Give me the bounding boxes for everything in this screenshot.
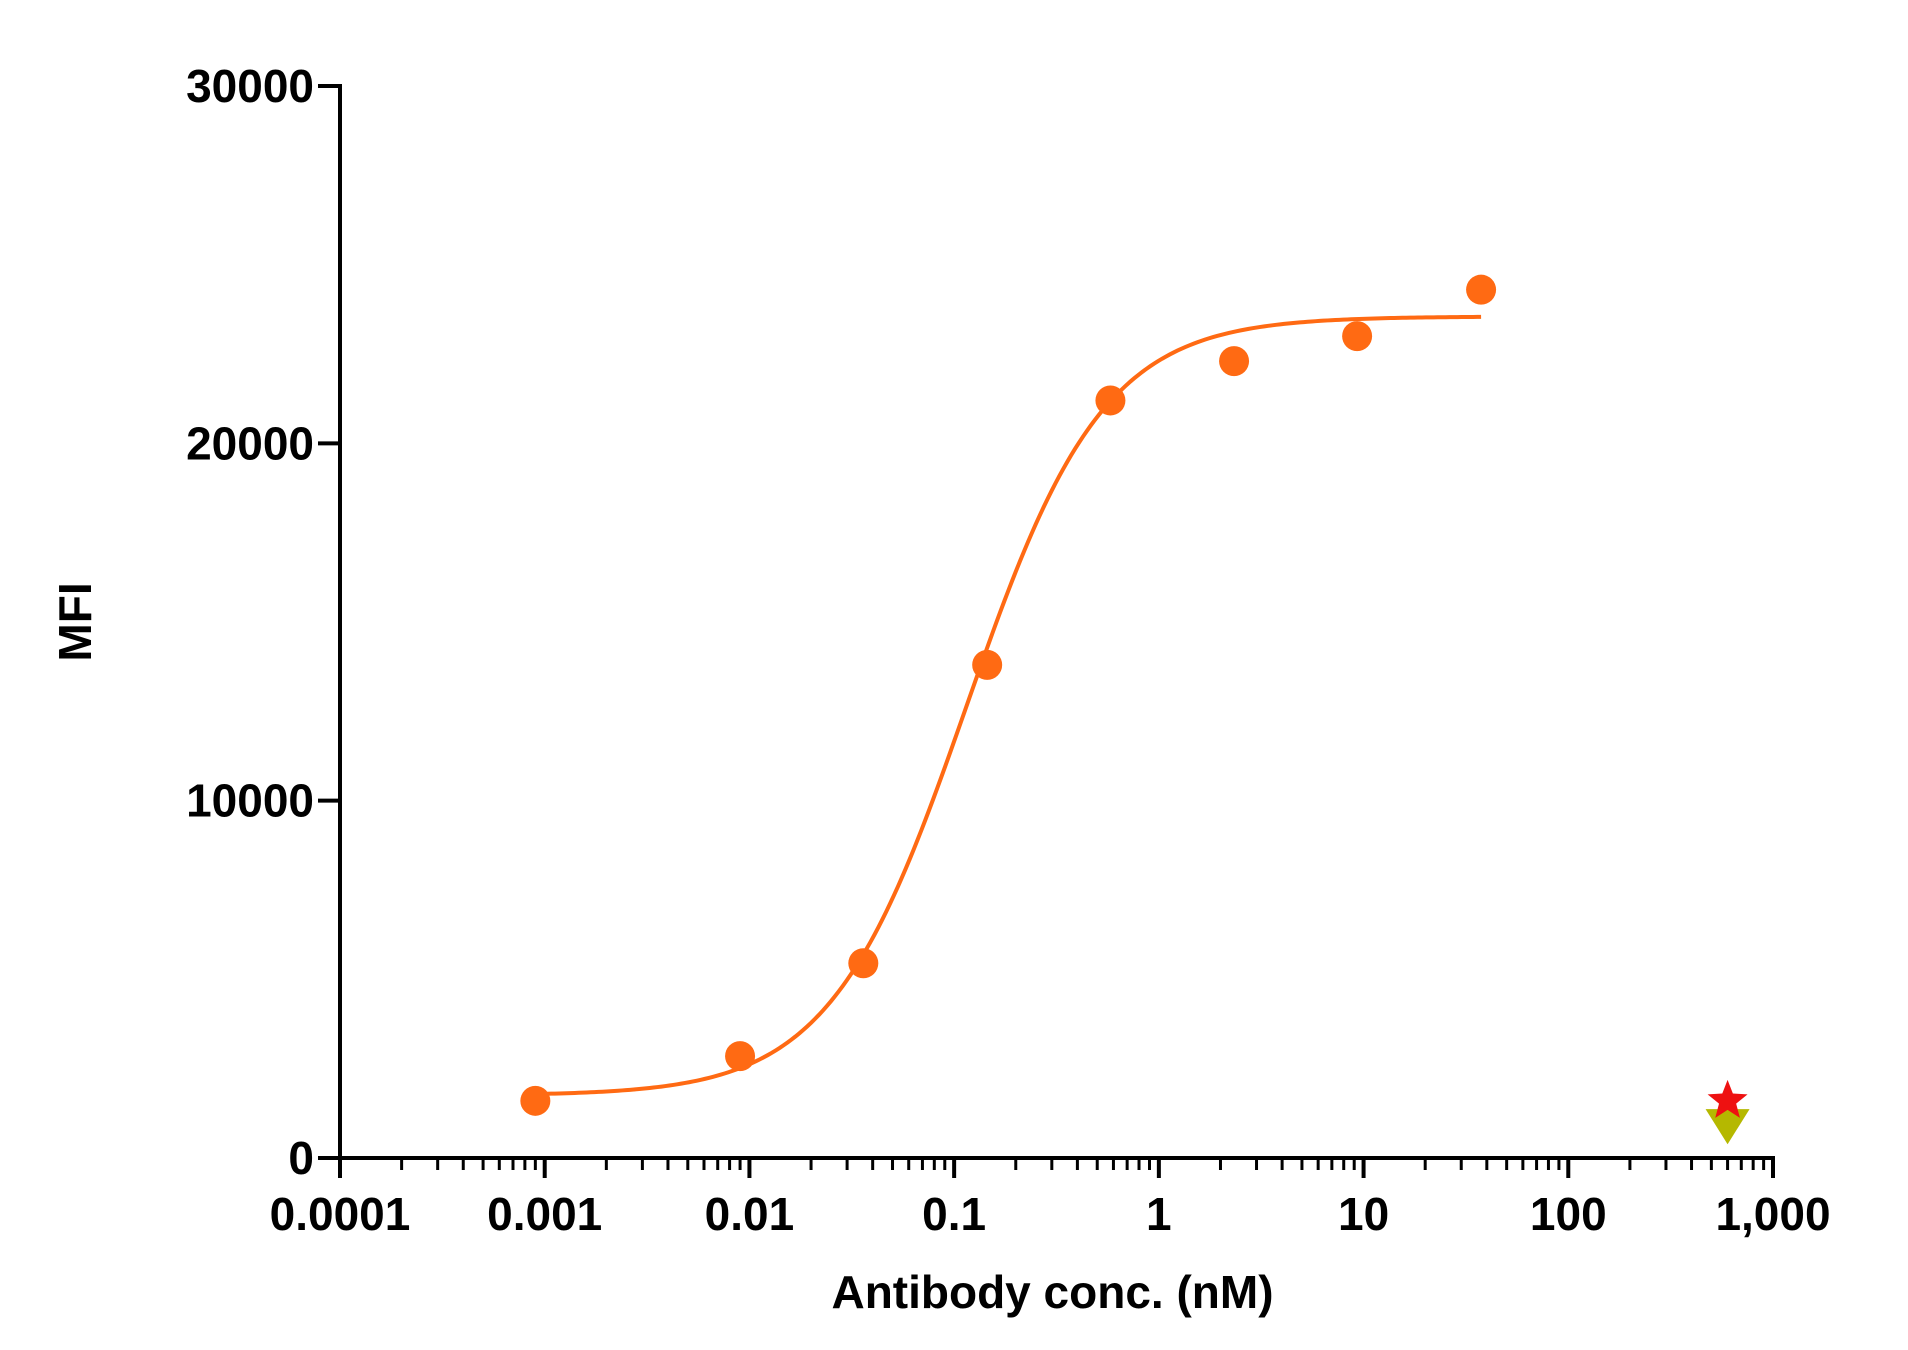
data-point (1095, 385, 1126, 416)
x-tick-label: 100 (1530, 1188, 1607, 1240)
data-point (972, 649, 1003, 680)
data-point (1466, 274, 1497, 305)
x-tick-label: 1 (1146, 1188, 1172, 1240)
data-points (520, 274, 1497, 1116)
star-marker (1707, 1079, 1748, 1118)
extra-markers (1705, 1079, 1750, 1145)
x-ticks: 0.0001 0.001 0.01 0.1 1 10 100 1,000 (270, 1158, 1831, 1240)
fit-curve (535, 314, 1482, 1097)
x-tick-label: 0.001 (487, 1188, 602, 1240)
data-point (1219, 346, 1250, 377)
y-ticks: 0 10000 20000 30000 (186, 60, 340, 1184)
data-point (725, 1041, 756, 1072)
x-tick-label: 1,000 (1715, 1188, 1830, 1240)
data-point (848, 948, 879, 979)
x-tick-label: 0.01 (705, 1188, 795, 1240)
x-tick-label: 10 (1338, 1188, 1389, 1240)
y-tick-label: 10000 (186, 775, 314, 827)
y-tick-label: 30000 (186, 60, 314, 112)
x-minor-ticks (400, 1158, 1766, 1170)
axes: 0 10000 20000 30000 0.0001 0.001 0.01 0.1 1 10 10… (186, 60, 1830, 1240)
y-tick-label: 0 (288, 1132, 314, 1184)
x-tick-label: 0.1 (922, 1188, 986, 1240)
data-point (520, 1085, 551, 1116)
y-tick-label: 20000 (186, 417, 314, 469)
triangle-marker (1705, 1109, 1750, 1145)
y-axis-title: MFI (49, 582, 101, 661)
x-axis-title: Antibody conc. (nM) (831, 1266, 1273, 1318)
x-tick-label: 0.0001 (270, 1188, 411, 1240)
data-point (1342, 321, 1373, 352)
